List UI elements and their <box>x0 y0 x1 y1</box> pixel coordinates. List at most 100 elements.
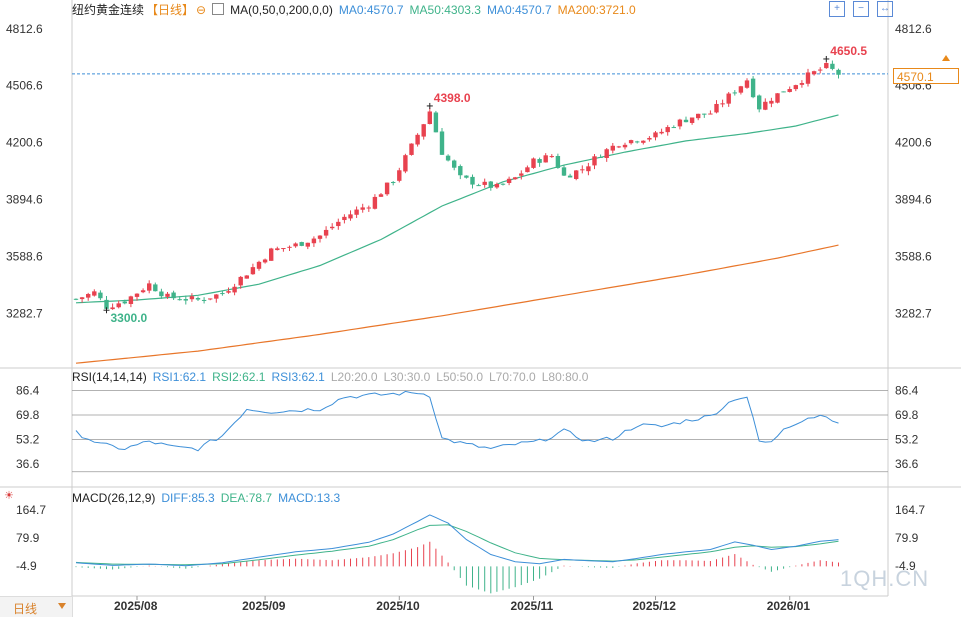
candle-body <box>342 216 347 221</box>
candle-body <box>628 140 634 144</box>
candle-body <box>525 167 530 173</box>
rsi-tick-left: 86.4 <box>16 383 40 397</box>
candle-body <box>86 294 91 298</box>
candle-body <box>159 291 164 297</box>
candle-body <box>689 117 695 123</box>
candle-body <box>336 221 341 227</box>
candle-body <box>238 276 243 286</box>
candle-body <box>811 71 817 75</box>
candle-body <box>464 175 469 178</box>
rsi-panel <box>72 389 888 473</box>
candle-body <box>79 297 85 300</box>
candle-body <box>104 299 109 309</box>
candle-body <box>500 183 506 185</box>
candle-body <box>683 119 689 123</box>
ma-indicator-icon[interactable] <box>212 3 225 15</box>
price-tick-left: 4506.6 <box>6 79 43 93</box>
candle-body <box>665 127 670 133</box>
macd-settings-icon[interactable]: ☀ <box>4 490 14 502</box>
grid-lines <box>0 0 961 597</box>
macd-diff-line <box>75 514 839 567</box>
candle-body <box>189 296 195 300</box>
rsi-tick-right: 86.4 <box>895 383 919 397</box>
candle-body <box>769 100 774 104</box>
candle-body <box>177 299 182 301</box>
candle-body <box>391 182 396 184</box>
candle-body <box>549 156 554 158</box>
candle-body <box>458 166 463 176</box>
candle-body <box>702 113 707 115</box>
ma-params[interactable]: MA(0,50,0,200,0,0) <box>230 3 333 17</box>
candle-body <box>513 177 518 180</box>
price-tick-left: 3282.7 <box>6 306 43 320</box>
candle-body <box>433 112 439 133</box>
candle-body <box>787 89 792 92</box>
candle-body <box>647 137 652 140</box>
candle-body <box>366 207 371 209</box>
candle-body <box>281 248 286 250</box>
macd-tick-right: 79.9 <box>895 531 919 545</box>
candle-body <box>567 175 573 178</box>
candle-body <box>165 293 170 297</box>
zoom-out-icon[interactable]: − <box>853 1 869 17</box>
macd-params[interactable]: MACD(26,12,9) <box>72 491 156 505</box>
candle-body <box>610 145 615 151</box>
candle-body <box>708 113 713 115</box>
ma200-value: MA200:3721.0 <box>557 3 636 17</box>
candle-body <box>506 178 512 183</box>
rsi-header: RSI(14,14,14) RSI1:62.1 RSI2:62.1 RSI3:62.1… <box>72 369 594 385</box>
rsi-line <box>75 390 839 452</box>
candle-body <box>763 101 768 110</box>
ma50-value: MA50:4303.3 <box>409 3 481 17</box>
candle-body <box>653 132 658 138</box>
x-tick-label: 2025/10 <box>376 599 420 613</box>
candle-body <box>592 156 597 166</box>
candle-body <box>73 298 79 300</box>
current-price-label: 4570.1 <box>893 68 959 84</box>
candle-body <box>226 291 231 293</box>
macd-tick-right: 164.7 <box>895 503 925 517</box>
x-tick-label: 2025/11 <box>511 599 554 613</box>
macd-panel <box>75 514 839 594</box>
rsi-tick-right: 36.6 <box>895 457 919 471</box>
candle-body <box>415 134 420 145</box>
candle-body <box>305 242 310 247</box>
candle-body <box>256 261 262 269</box>
price-tick-left: 3894.6 <box>6 193 43 207</box>
candle-body <box>744 80 750 88</box>
x-tick-label: 2025/08 <box>114 599 158 613</box>
candle-body <box>299 242 304 246</box>
zoom-in-icon[interactable]: + <box>829 1 845 17</box>
candle-body <box>824 63 829 69</box>
candle-body <box>726 93 731 104</box>
candle-body <box>92 291 97 296</box>
candle-body <box>293 243 298 247</box>
ma0-value-b: MA0:4570.7 <box>486 3 552 17</box>
candle-body <box>677 119 683 127</box>
candle-body <box>750 78 756 98</box>
rsi-l50: L50:50.0 <box>436 370 483 384</box>
period-tab[interactable]: 日线 <box>0 596 73 617</box>
fit-icon[interactable]: ↔ <box>877 1 893 17</box>
candle-body <box>378 194 384 197</box>
candle-body <box>775 93 780 103</box>
candle-body <box>140 290 146 293</box>
candle-body <box>622 144 628 148</box>
watermark: 1QH.CN <box>840 566 930 591</box>
macd-tick-left: -4.9 <box>16 559 37 573</box>
extreme-label: 4650.5 <box>830 44 867 58</box>
candle-body <box>195 297 201 300</box>
candle-body <box>543 155 548 163</box>
period-label[interactable]: 【日线】 <box>146 3 195 17</box>
x-tick-label: 2025/09 <box>242 599 286 613</box>
candle-body <box>250 267 256 275</box>
settings-circle-icon[interactable]: ⊖ <box>196 3 207 17</box>
candle-body <box>269 248 274 261</box>
candle-body <box>830 63 835 69</box>
candle-body <box>738 86 744 93</box>
price-tick-right: 3588.6 <box>895 250 932 264</box>
rsi-tick-left: 53.2 <box>16 433 40 447</box>
candle-body <box>421 124 426 137</box>
rsi-params[interactable]: RSI(14,14,14) <box>72 370 147 384</box>
candle-body <box>427 111 432 124</box>
